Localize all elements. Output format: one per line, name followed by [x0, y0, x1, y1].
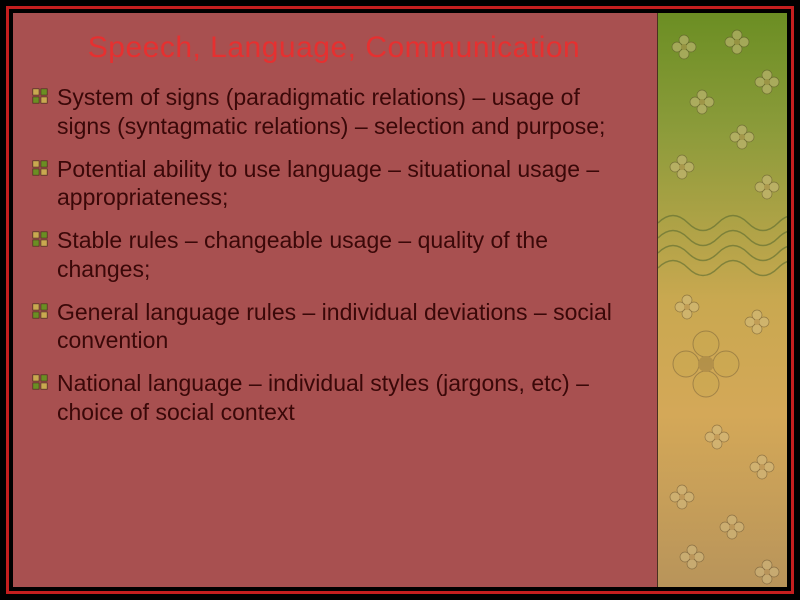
bullet-text: General language rules – individual devi… — [57, 298, 637, 356]
flower-motif-icon — [753, 68, 781, 96]
slide-title: Speech, Language, Communication — [31, 31, 637, 65]
bullet-text: Potential ability to use language – situ… — [57, 155, 637, 213]
bullet-item: Stable rules – changeable usage – qualit… — [31, 226, 637, 284]
bullet-flower-icon — [31, 230, 49, 248]
flower-motif-icon — [748, 453, 776, 481]
flower-motif-icon — [723, 28, 751, 56]
bullet-flower-icon — [31, 159, 49, 177]
decorative-strip — [657, 13, 787, 587]
bullet-item: National language – individual styles (j… — [31, 369, 637, 427]
content-panel: Speech, Language, Communication System o… — [13, 13, 657, 587]
strip-pattern-overlay — [658, 13, 787, 587]
wave-pattern-icon — [658, 203, 787, 283]
bullet-flower-icon — [31, 302, 49, 320]
flower-motif-icon — [668, 153, 696, 181]
bullet-item: Potential ability to use language – situ… — [31, 155, 637, 213]
bullet-flower-icon — [31, 373, 49, 391]
bullet-item: General language rules – individual devi… — [31, 298, 637, 356]
bullet-text: System of signs (paradigmatic relations)… — [57, 83, 637, 141]
outer-frame: Speech, Language, Communication System o… — [0, 0, 800, 600]
flower-motif-icon — [718, 513, 746, 541]
bullet-flower-icon — [31, 87, 49, 105]
bullet-item: System of signs (paradigmatic relations)… — [31, 83, 637, 141]
bullet-text: National language – individual styles (j… — [57, 369, 637, 427]
flower-motif-icon — [743, 308, 771, 336]
red-border-frame: Speech, Language, Communication System o… — [6, 6, 794, 594]
flower-motif-icon — [678, 543, 706, 571]
flower-motif-icon — [668, 483, 696, 511]
large-flower-icon — [671, 329, 741, 399]
bullet-text: Stable rules – changeable usage – qualit… — [57, 226, 637, 284]
flower-motif-icon — [728, 123, 756, 151]
flower-motif-icon — [688, 88, 716, 116]
bullet-list: System of signs (paradigmatic relations)… — [31, 83, 637, 441]
flower-motif-icon — [753, 558, 781, 586]
flower-motif-icon — [703, 423, 731, 451]
flower-motif-icon — [673, 293, 701, 321]
slide-inner-area: Speech, Language, Communication System o… — [13, 13, 787, 587]
flower-motif-icon — [753, 173, 781, 201]
flower-motif-icon — [670, 33, 698, 61]
